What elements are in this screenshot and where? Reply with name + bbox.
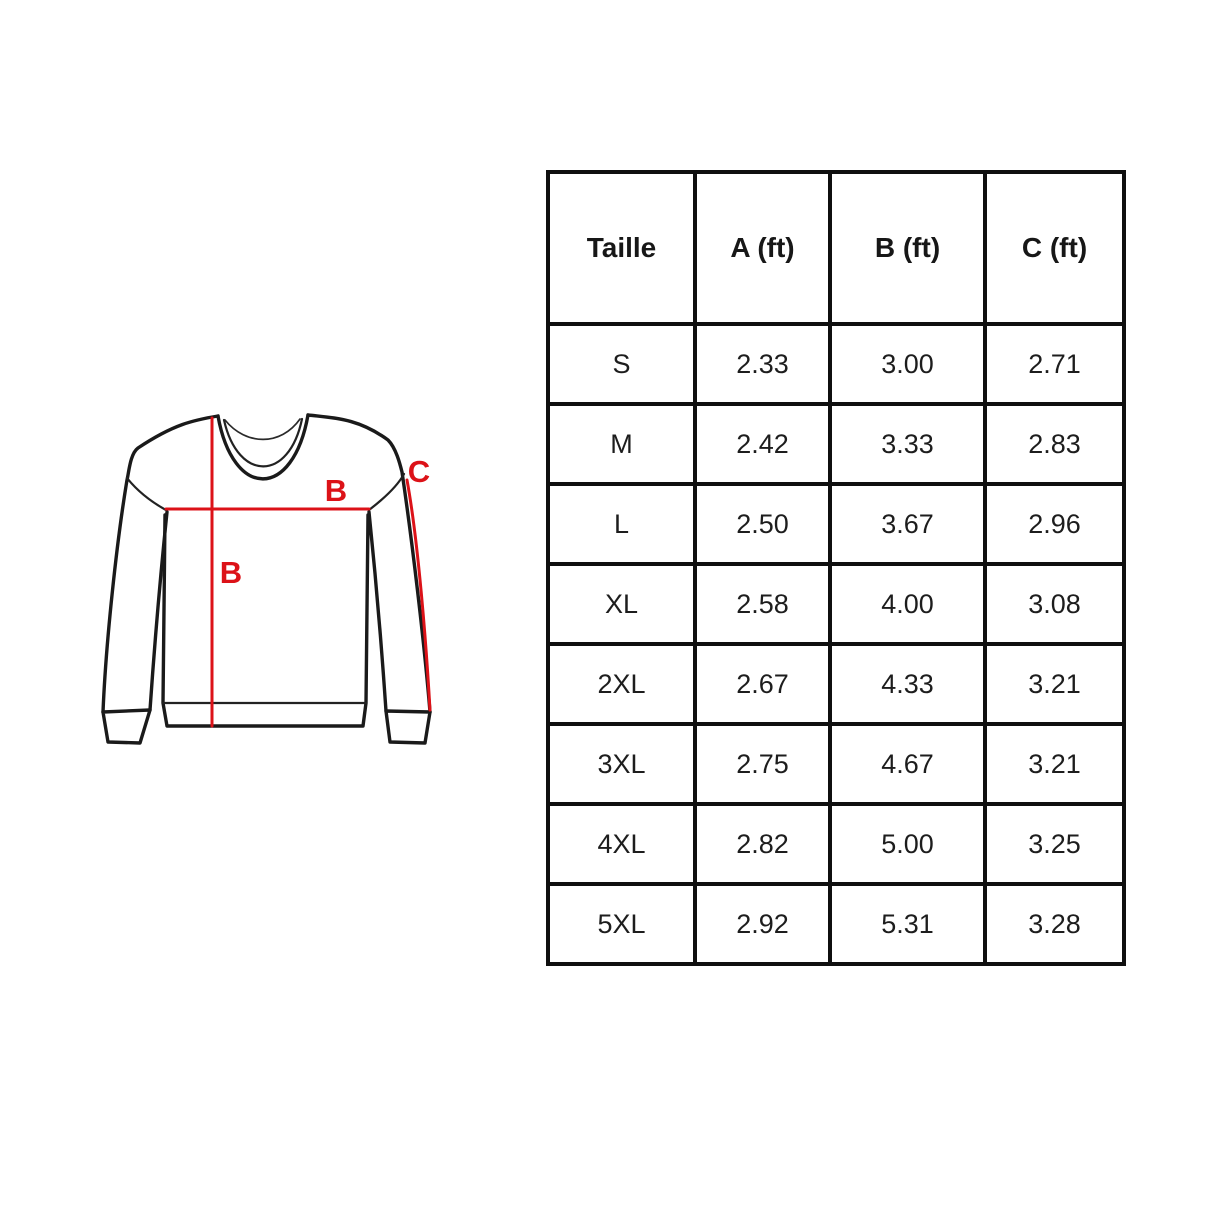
a-cell: 2.67 xyxy=(693,642,832,726)
body-and-hem-outline xyxy=(161,513,370,728)
a-cell: 2.58 xyxy=(693,562,832,646)
collar-outer xyxy=(216,413,310,481)
a-cell: 2.92 xyxy=(693,882,832,966)
size-cell: 4XL xyxy=(546,802,697,886)
size-table-header-row: Taille A (ft) B (ft) C (ft) xyxy=(546,170,1126,326)
a-cell: 2.75 xyxy=(693,722,832,806)
header-a-ft: A (ft) xyxy=(693,170,832,326)
length-line-label: B xyxy=(220,555,242,590)
b-cell: 3.67 xyxy=(828,482,987,566)
header-c-ft: C (ft) xyxy=(983,170,1126,326)
collar-inner-seam xyxy=(222,417,304,468)
sweatshirt-diagram: B B C xyxy=(101,413,432,745)
c-cell: 3.25 xyxy=(983,802,1126,886)
left-armhole-seam xyxy=(125,476,168,512)
b-cell: 3.00 xyxy=(828,322,987,406)
right-sleeve-inner-edge xyxy=(367,510,388,713)
b-cell: 3.33 xyxy=(828,402,987,486)
chest-line-label: B xyxy=(325,473,347,508)
table-row: S 2.33 3.00 2.71 xyxy=(546,322,1126,406)
b-cell: 4.67 xyxy=(828,722,987,806)
size-cell: 2XL xyxy=(546,642,697,726)
table-row: 3XL 2.75 4.67 3.21 xyxy=(546,722,1126,806)
c-cell: 3.28 xyxy=(983,882,1126,966)
a-cell: 2.50 xyxy=(693,482,832,566)
right-cuff xyxy=(384,709,432,745)
b-cell: 4.33 xyxy=(828,642,987,726)
table-row: M 2.42 3.33 2.83 xyxy=(546,402,1126,486)
right-armhole-seam xyxy=(367,472,406,512)
size-cell: M xyxy=(546,402,697,486)
table-row: L 2.50 3.67 2.96 xyxy=(546,482,1126,566)
size-table: Taille A (ft) B (ft) C (ft) S 2.33 3.00 … xyxy=(546,170,1126,966)
c-cell: 3.21 xyxy=(983,642,1126,726)
header-taille: Taille xyxy=(546,170,697,326)
a-cell: 2.82 xyxy=(693,802,832,886)
table-row: 5XL 2.92 5.31 3.28 xyxy=(546,882,1126,966)
sweatshirt-left-sleeve-outline xyxy=(101,414,220,714)
left-cuff xyxy=(101,708,152,745)
size-cell: 5XL xyxy=(546,882,697,966)
size-cell: S xyxy=(546,322,697,406)
header-b-ft: B (ft) xyxy=(828,170,987,326)
c-cell: 2.96 xyxy=(983,482,1126,566)
table-row: 4XL 2.82 5.00 3.25 xyxy=(546,802,1126,886)
size-cell: XL xyxy=(546,562,697,646)
size-cell: L xyxy=(546,482,697,566)
c-cell: 3.21 xyxy=(983,722,1126,806)
collar-back-neckline xyxy=(224,418,301,441)
table-row: 2XL 2.67 4.33 3.21 xyxy=(546,642,1126,726)
a-cell: 2.33 xyxy=(693,322,832,406)
c-cell: 2.83 xyxy=(983,402,1126,486)
measure-line-sleeve-c xyxy=(405,478,432,712)
c-cell: 3.08 xyxy=(983,562,1126,646)
size-cell: 3XL xyxy=(546,722,697,806)
b-cell: 5.00 xyxy=(828,802,987,886)
table-row: XL 2.58 4.00 3.08 xyxy=(546,562,1126,646)
sweatshirt-right-sleeve-outline xyxy=(306,413,432,714)
c-cell: 2.71 xyxy=(983,322,1126,406)
b-cell: 4.00 xyxy=(828,562,987,646)
sleeve-line-label: C xyxy=(408,454,430,489)
b-cell: 5.31 xyxy=(828,882,987,966)
a-cell: 2.42 xyxy=(693,402,832,486)
